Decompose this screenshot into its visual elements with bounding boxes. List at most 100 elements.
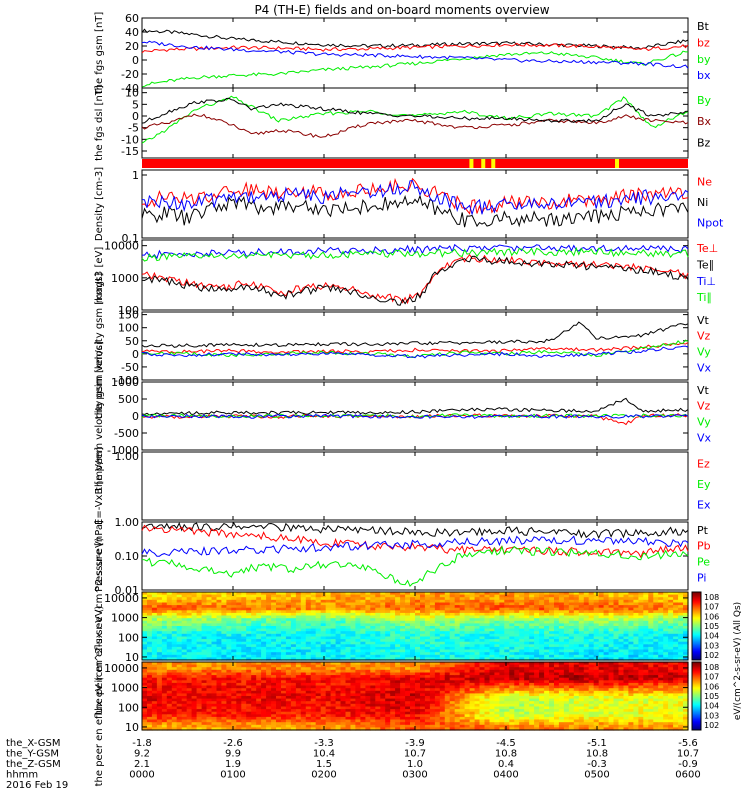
mode-bar-mark [491, 159, 495, 168]
legend-Ni: Ni [697, 196, 708, 209]
series-line-Vt [142, 398, 688, 415]
panel-frame [142, 88, 688, 158]
legend-Bx: Bx [697, 115, 712, 128]
y-tick-label: 1.00 [115, 516, 140, 529]
orbit-row-label: hhmm [6, 770, 38, 781]
orbit-row-value: 10.7 [677, 749, 699, 760]
legend-bz: bz [697, 36, 710, 49]
y-tick-label: 0 [132, 410, 139, 423]
y-axis-label: E=-VxB [mV/m] [94, 447, 105, 525]
orbit-row-value: -0.9 [678, 759, 698, 770]
y-tick-label: 60 [125, 12, 139, 25]
y-axis-label: the fgs dsl [nT] [94, 85, 105, 161]
orbit-row-value: -5.1 [587, 738, 607, 749]
orbit-row-value: 0300 [402, 770, 427, 781]
y-tick-label: 0 [132, 110, 139, 123]
y-tick-label: 40 [125, 26, 139, 39]
legend-Te∥: Te∥ [696, 258, 714, 271]
y-axis-label: the peer en eflux eV (cm^2-s-sr-eV) [94, 606, 105, 787]
y-tick-label: 1.00 [115, 450, 140, 463]
mode-bar-mark [615, 159, 619, 168]
y-axis-label: Density [cm-3] [94, 167, 105, 241]
orbit-row-value: 0000 [129, 770, 154, 781]
series-line-Pi [142, 536, 688, 556]
legend-Pi: Pi [697, 571, 706, 584]
orbit-row-label: the_Y-GSM [6, 749, 59, 760]
legend-Te⊥: Te⊥ [696, 242, 718, 255]
orbit-row-value: -3.3 [314, 738, 334, 749]
y-tick-label: 0 [132, 54, 139, 67]
legend-Npot: Npot [697, 217, 724, 230]
legend-Pe: Pe [697, 555, 710, 568]
legend-Ez: Ez [697, 457, 710, 470]
mode-bar-mark [481, 159, 485, 168]
orbit-row-value: 10.8 [495, 749, 517, 760]
date-label: 2016 Feb 19 [6, 780, 68, 791]
series-line-Vt [142, 322, 688, 347]
orbit-row-value: 0500 [584, 770, 609, 781]
y-tick-label: -20 [121, 68, 139, 81]
orbit-row-value: -1.8 [132, 738, 152, 749]
orbit-row-value: -5.6 [678, 738, 698, 749]
legend-Pb: Pb [697, 540, 711, 553]
orbit-row-value: 9.2 [134, 749, 150, 760]
legend-Vt: Vt [697, 314, 710, 327]
series-line-Te⊥ [142, 255, 688, 303]
orbit-row-value: -4.5 [496, 738, 516, 749]
legend-Vy: Vy [697, 345, 711, 358]
legend-Pt: Pt [697, 524, 709, 537]
chart-title: P4 (TH-E) fields and on-board moments ov… [254, 3, 549, 17]
orbit-row-value: 9.9 [225, 749, 241, 760]
y-tick-label: 10000 [104, 592, 139, 605]
series-line-Npot [142, 181, 688, 215]
orbit-row-value: 1.5 [316, 759, 332, 770]
y-tick-label: 1000 [111, 612, 139, 625]
panel-frame [142, 18, 688, 88]
legend-Vz: Vz [697, 400, 711, 413]
y-tick-label: 0 [132, 348, 139, 361]
mode-bar [142, 159, 688, 168]
colorbar-tick: 105 [704, 622, 719, 631]
legend-Vt: Vt [697, 384, 710, 397]
orbit-row-value: 1.9 [225, 759, 241, 770]
y-tick-label: 100 [118, 322, 139, 335]
legend-Vx: Vx [697, 361, 712, 374]
y-tick-label: 150 [118, 309, 139, 322]
y-tick-label: 500 [118, 393, 139, 406]
orbit-row-value: -2.6 [223, 738, 243, 749]
y-tick-label: 100 [118, 701, 139, 714]
y-tick-label: 20 [125, 40, 139, 53]
legend-Bz: Bz [697, 136, 711, 149]
heatmap-cells [142, 662, 689, 731]
colorbar-tick: 102 [704, 651, 719, 660]
legend-Ex: Ex [697, 499, 711, 512]
legend-bx: bx [697, 69, 711, 82]
y-tick-label: 100 [118, 631, 139, 644]
legend-Vx: Vx [697, 431, 712, 444]
colorbar-tick: 108 [704, 593, 719, 602]
orbit-row-label: the_Z-GSM [6, 759, 61, 770]
orbit-row-value: 0.4 [498, 759, 514, 770]
y-tick-label: 10000 [104, 662, 139, 675]
heatmap-cells [142, 592, 689, 661]
legend-Ti∥: Ti∥ [696, 291, 712, 304]
colorbar-tick: 102 [704, 721, 719, 730]
colorbar-tick: 107 [704, 603, 719, 612]
series-line-bz [142, 43, 688, 53]
panel-frame [142, 452, 688, 520]
y-tick-label: 10000 [104, 240, 139, 253]
legend-Vz: Vz [697, 330, 711, 343]
colorbar-tick: 108 [704, 663, 719, 672]
colorbar-tick: 104 [704, 632, 719, 641]
y-tick-label: 1000 [111, 272, 139, 285]
legend-By: By [697, 94, 712, 107]
orbit-row-value: -3.9 [405, 738, 425, 749]
legend-Vy: Vy [697, 415, 711, 428]
